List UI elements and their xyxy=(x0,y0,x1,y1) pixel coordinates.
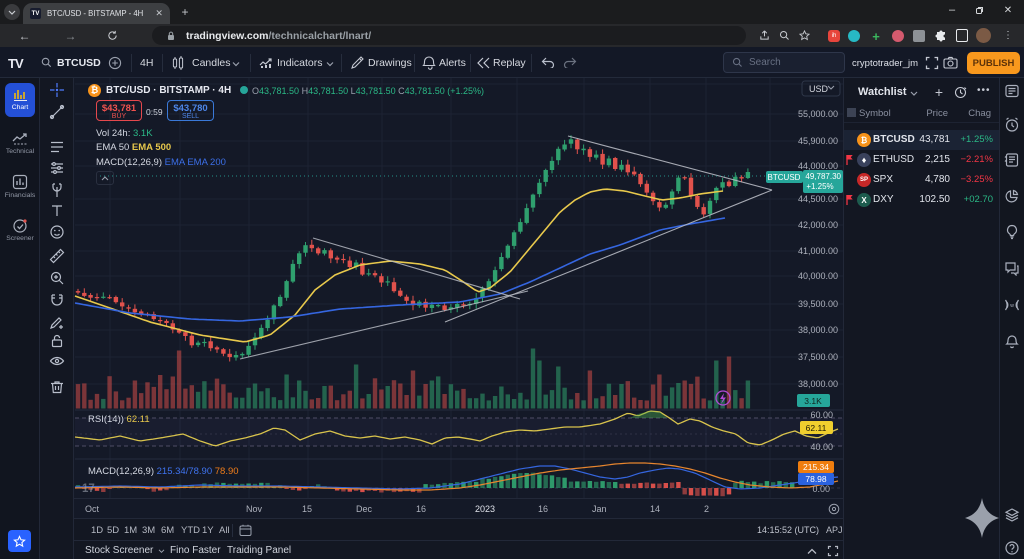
svg-text:39,500.00: 39,500.00 xyxy=(798,299,838,309)
svg-text:215.34: 215.34 xyxy=(803,462,829,472)
svg-text:42,000.00: 42,000.00 xyxy=(798,220,838,230)
svg-text:37,500.00: 37,500.00 xyxy=(798,352,838,362)
svg-text:55,000.00: 55,000.00 xyxy=(798,109,838,119)
svg-text:41,000.00: 41,000.00 xyxy=(798,246,838,256)
svg-text:38,000.00: 38,000.00 xyxy=(798,325,838,335)
svg-text:40.00: 40.00 xyxy=(810,442,833,452)
svg-text:w: w xyxy=(1010,303,1014,309)
svg-text:44,000.00: 44,000.00 xyxy=(798,161,838,171)
svg-text:40,000.00: 40,000.00 xyxy=(798,271,838,281)
svg-text:0.00: 0.00 xyxy=(812,484,830,494)
svg-text:49,787.30: 49,787.30 xyxy=(805,172,841,181)
svg-text:+1.25%: +1.25% xyxy=(806,182,833,191)
svg-text:44,500.00: 44,500.00 xyxy=(798,194,838,204)
svg-text:78.98: 78.98 xyxy=(805,474,827,484)
svg-text:45,900.00: 45,900.00 xyxy=(798,136,838,146)
svg-text:62.11: 62.11 xyxy=(806,423,827,433)
svg-text:USD: USD xyxy=(809,84,829,94)
svg-text:17: 17 xyxy=(82,483,95,495)
svg-text:BTCUSD: BTCUSD xyxy=(768,173,801,182)
svg-text:38,000.00: 38,000.00 xyxy=(798,379,838,389)
svg-text:3.1K: 3.1K xyxy=(804,396,822,406)
svg-text:60.00: 60.00 xyxy=(810,410,833,420)
